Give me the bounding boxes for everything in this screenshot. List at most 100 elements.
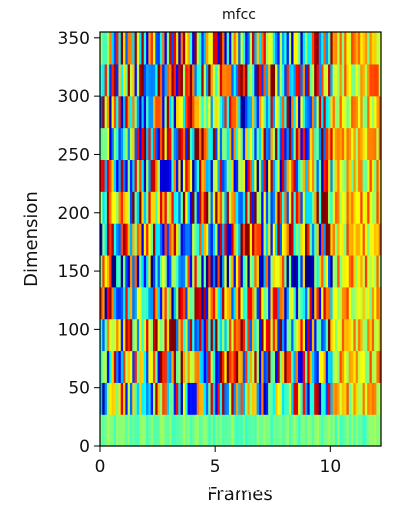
heatmap-cell [364, 223, 368, 256]
heatmap-cell [371, 350, 375, 383]
heatmap-cell [102, 95, 106, 129]
heatmap-cell [355, 318, 359, 352]
heatmap-cell [178, 382, 182, 415]
heatmap-cell [208, 223, 212, 256]
heatmap-cell [231, 159, 235, 192]
heatmap-cell [162, 286, 166, 320]
heatmap-cell [116, 414, 120, 447]
heatmap-cell [275, 286, 278, 320]
heatmap-cell [196, 95, 200, 129]
heatmap-cell [219, 223, 223, 256]
heatmap-cell [136, 159, 140, 192]
heatmap-cell [192, 95, 196, 129]
heatmap-cell [369, 414, 373, 447]
heatmap-cell [120, 318, 124, 352]
heatmap-cell [178, 286, 182, 320]
heatmap-cell [323, 382, 327, 415]
heatmap-cell [242, 159, 246, 192]
heatmap-cell [323, 254, 327, 288]
heatmap-cell [226, 382, 230, 415]
heatmap-cell [307, 254, 311, 288]
heatmap-cell [311, 382, 315, 415]
x-tick-label: 10 [320, 457, 342, 477]
heatmap-cell [148, 382, 152, 415]
heatmap-cell [155, 223, 159, 256]
heatmap-cell [219, 191, 223, 224]
heatmap-cell [360, 223, 364, 256]
heatmap-cell [339, 191, 343, 224]
heatmap-cell [118, 286, 122, 320]
heatmap-cell [228, 318, 232, 352]
heatmap-cell [139, 63, 143, 97]
heatmap-cell [240, 127, 244, 160]
heatmap-cell [360, 414, 364, 447]
heatmap-cell [111, 350, 115, 383]
heatmap-cell [258, 286, 262, 320]
heatmap-cell [139, 286, 143, 320]
heatmap-cell [148, 223, 152, 256]
heatmap-cell [123, 32, 126, 65]
heatmap-cell [293, 223, 297, 256]
heatmap-cell [226, 350, 230, 383]
x-tick-label: 0 [95, 457, 106, 477]
heatmap-cell [192, 382, 196, 415]
heatmap-cell [157, 159, 161, 192]
heatmap-cell [182, 32, 186, 65]
heatmap-cell [332, 63, 336, 97]
heatmap-cell [155, 382, 159, 415]
heatmap-cell [166, 32, 170, 65]
heatmap-cell [123, 191, 126, 224]
heatmap-cell [203, 32, 207, 65]
heatmap-cell [256, 254, 260, 288]
heatmap-cell [249, 63, 253, 97]
heatmap-cell [219, 63, 223, 97]
heatmap-cell [374, 63, 377, 97]
heatmap-cell [242, 223, 246, 256]
heatmap-cell [265, 127, 269, 160]
heatmap-cell [132, 350, 136, 383]
heatmap-cell [222, 350, 225, 383]
heatmap-cell [369, 191, 373, 224]
heatmap-cell [238, 223, 242, 256]
heatmap-cell [127, 223, 131, 256]
heatmap-cell [321, 191, 325, 224]
heatmap-cell [100, 286, 103, 320]
heatmap-cell [291, 223, 295, 256]
heatmap-cell [311, 254, 315, 288]
heatmap-cell [111, 286, 115, 320]
heatmap-cell [238, 127, 242, 160]
heatmap-cell [245, 63, 249, 97]
heatmap-cell [238, 286, 242, 320]
y-tick-label: 0 [79, 437, 90, 457]
heatmap-cell [143, 127, 147, 160]
heatmap-cell [281, 414, 285, 447]
heatmap-cell [159, 318, 163, 352]
heatmap-cell [176, 63, 179, 97]
heatmap-cell [376, 95, 380, 129]
heatmap-cell [201, 127, 205, 160]
heatmap-cell [178, 223, 182, 256]
heatmap-cell [309, 191, 313, 224]
heatmap-cell [210, 382, 214, 415]
heatmap-cell [279, 191, 283, 224]
heatmap-cell [159, 382, 163, 415]
heatmap-cell [371, 223, 375, 256]
heatmap-cell [332, 414, 336, 447]
heatmap-cell [351, 191, 354, 224]
heatmap-cell [136, 191, 140, 224]
heatmap-cell [300, 191, 304, 224]
heatmap-cell [111, 191, 115, 224]
heatmap-cell [242, 254, 246, 288]
heatmap-cell [249, 127, 253, 160]
heatmap-cell [100, 95, 103, 129]
heatmap-cell [139, 414, 143, 447]
heatmap-cell [302, 223, 306, 256]
heatmap-cell [148, 254, 152, 288]
heatmap-cell [139, 223, 143, 256]
heatmap-cell [102, 223, 106, 256]
heatmap-cell [155, 95, 159, 129]
heatmap-cell [279, 414, 283, 447]
heatmap-cell [176, 191, 179, 224]
heatmap-cell [132, 286, 136, 320]
heatmap-cell [100, 318, 103, 352]
